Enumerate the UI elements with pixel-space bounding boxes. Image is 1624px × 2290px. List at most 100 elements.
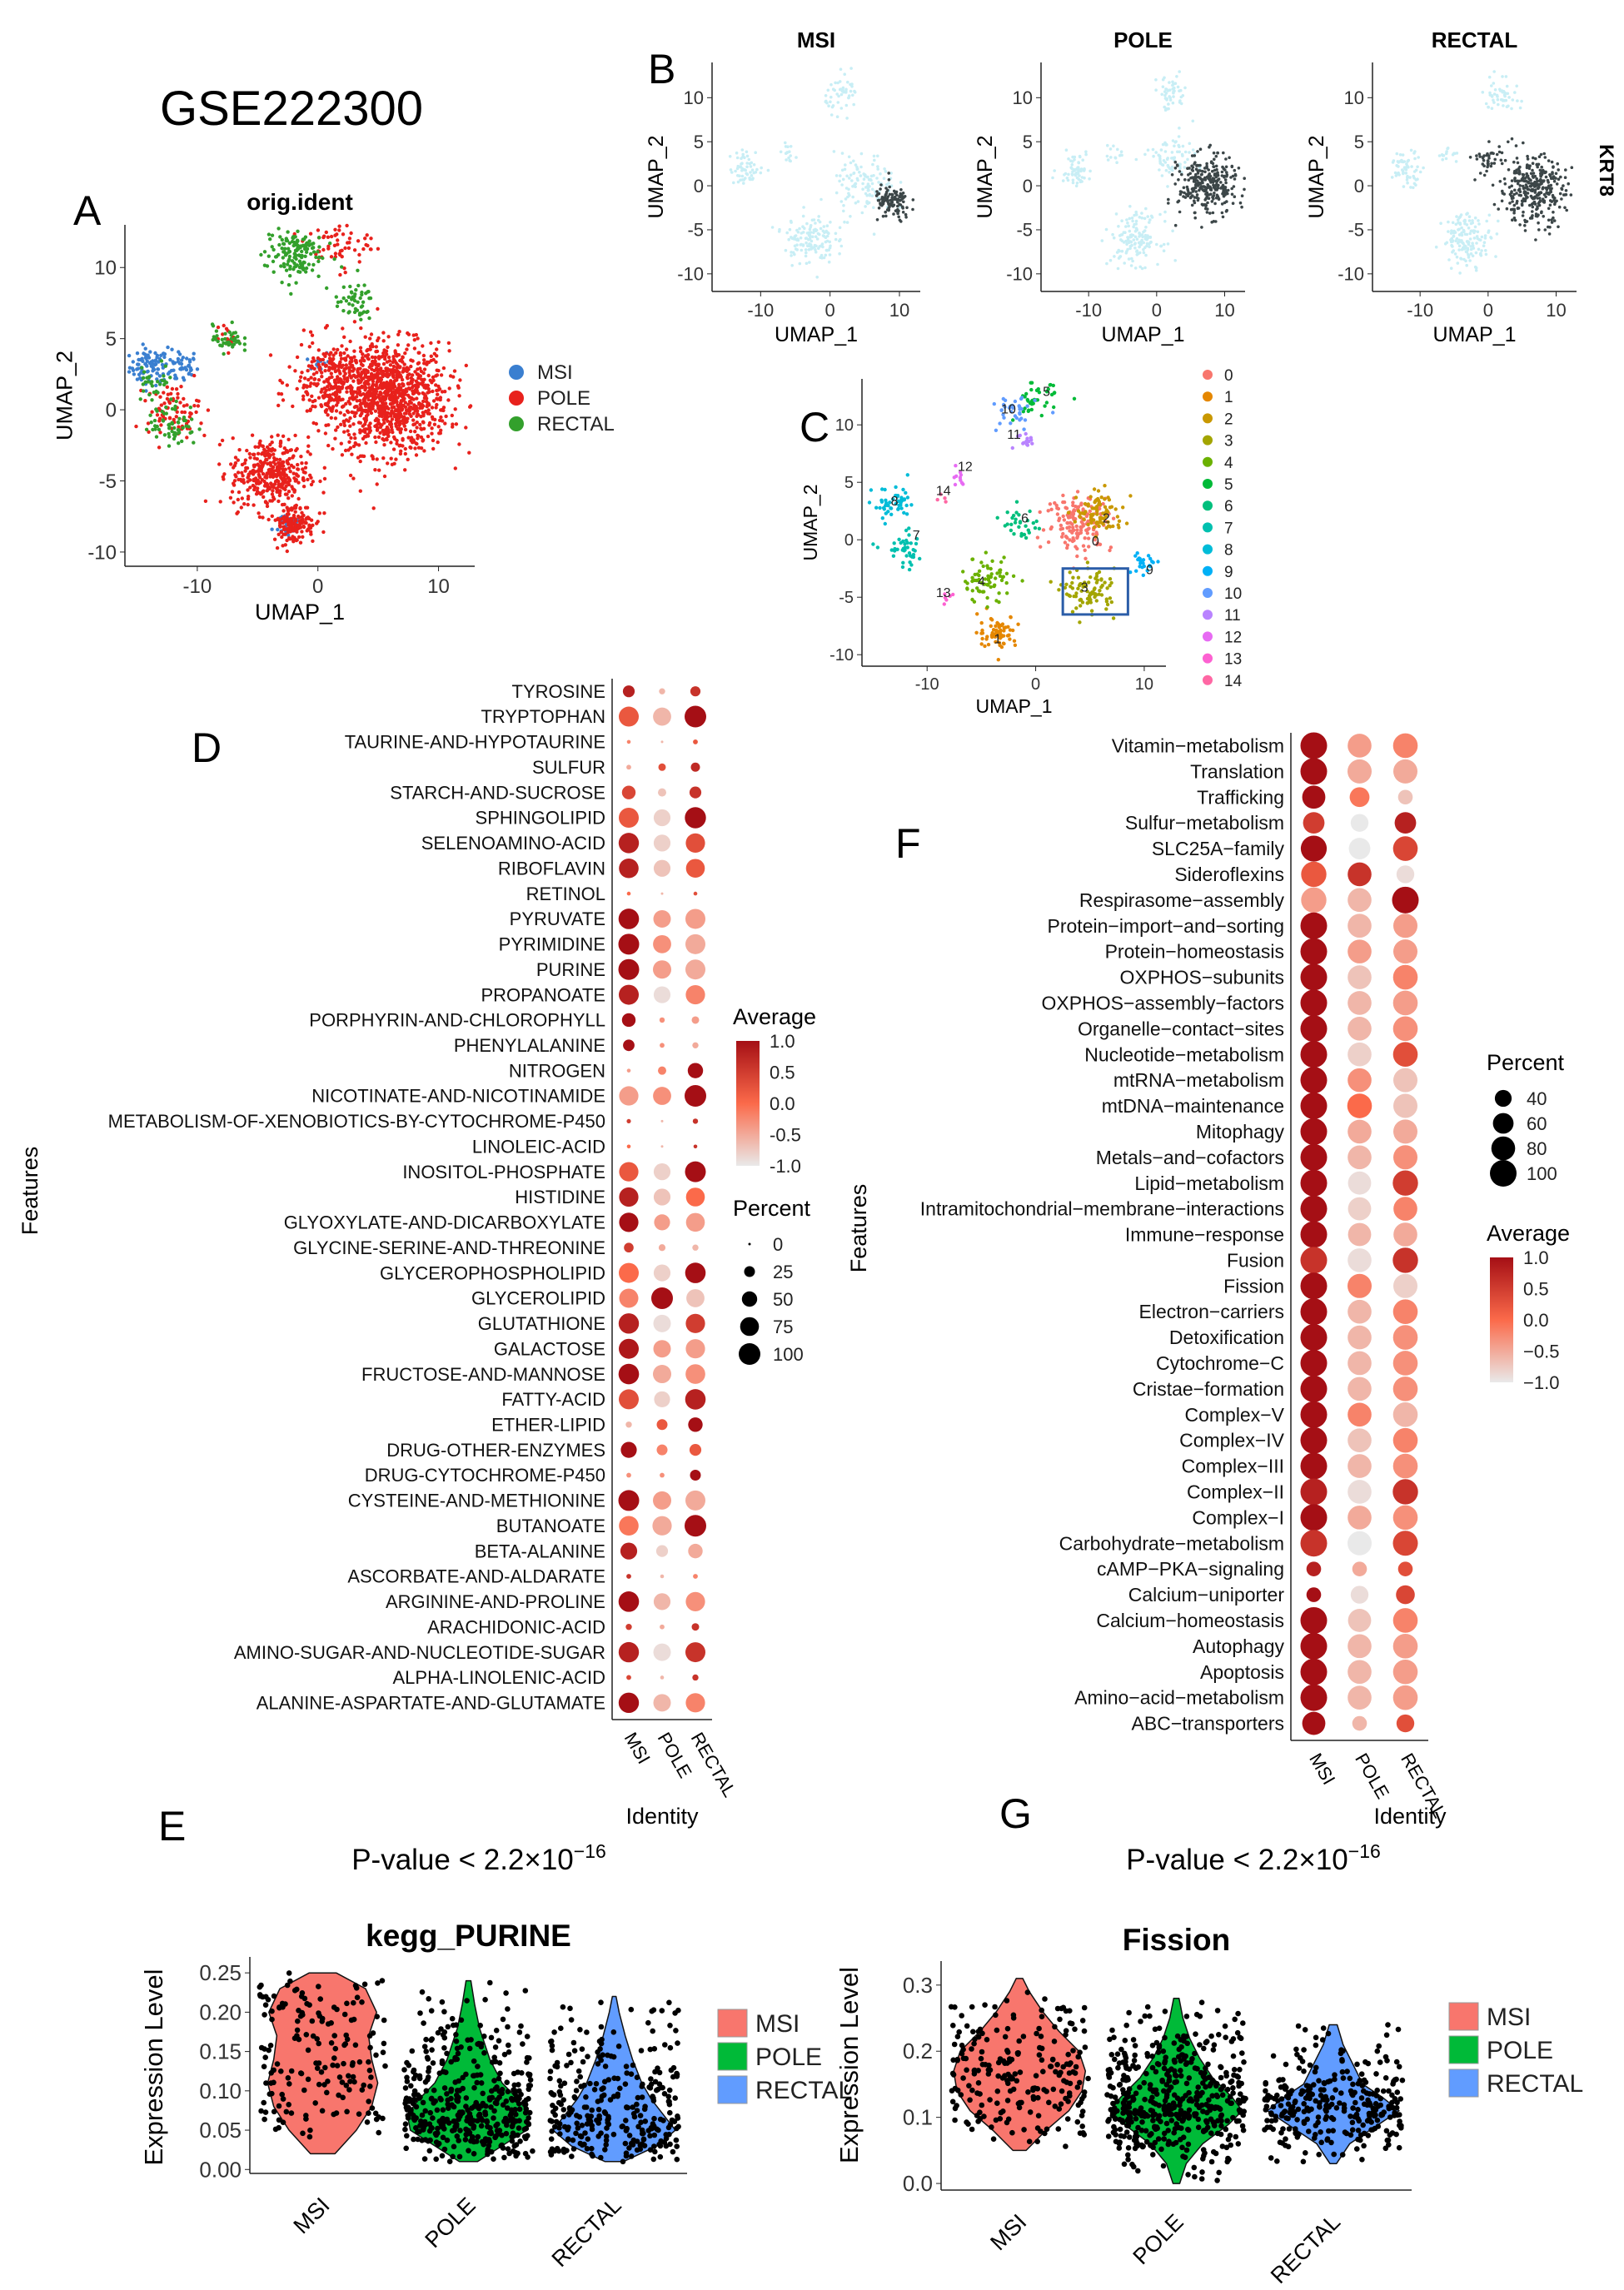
umap-point — [167, 444, 172, 448]
umap-point — [1501, 75, 1504, 78]
umap-point — [1172, 95, 1175, 98]
umap-point — [375, 367, 380, 371]
umap-point — [1523, 177, 1527, 180]
umap-point — [446, 341, 451, 346]
umap-point — [1408, 176, 1412, 179]
umap-point — [1226, 188, 1230, 192]
umap-point — [414, 332, 418, 337]
umap-point — [1557, 225, 1560, 229]
umap-point — [282, 451, 286, 456]
umap-point — [1118, 255, 1123, 258]
umap-point — [295, 241, 299, 245]
umap-point — [789, 154, 792, 157]
umap-point — [281, 250, 286, 254]
umap-point — [301, 328, 306, 332]
umap-point — [866, 189, 870, 192]
umap-point — [306, 369, 310, 373]
umap-point — [1548, 203, 1552, 207]
umap-point — [827, 231, 830, 236]
umap-point — [301, 478, 306, 483]
umap-point — [1112, 144, 1115, 148]
umap-point — [1135, 551, 1139, 555]
umap-point — [799, 236, 803, 240]
umap-point — [1497, 219, 1500, 223]
umap-point — [363, 404, 368, 408]
umap-point — [1454, 239, 1457, 243]
umap-point — [131, 360, 135, 364]
umap-point — [1495, 152, 1499, 157]
umap-point — [255, 457, 259, 461]
umap-point — [340, 248, 344, 252]
umap-point — [1500, 89, 1504, 92]
umap-point — [418, 366, 422, 371]
umap-point — [807, 233, 811, 237]
umap-point — [1240, 205, 1243, 209]
umap-point — [177, 352, 182, 356]
umap-point — [1159, 148, 1163, 152]
umap-point — [815, 276, 819, 279]
umap-point — [1173, 223, 1178, 227]
umap-point — [282, 473, 286, 478]
umap-point — [1515, 192, 1518, 195]
umap-point — [411, 406, 416, 411]
umap-point — [1097, 592, 1101, 596]
umap-point — [1178, 145, 1181, 148]
umap-point — [899, 181, 903, 184]
umap-point — [1402, 160, 1407, 163]
umap-point — [904, 503, 909, 508]
umap-point — [287, 466, 291, 470]
umap-point — [268, 353, 273, 357]
umap-point — [326, 377, 331, 381]
umap-point — [280, 381, 285, 385]
umap-point — [271, 460, 276, 465]
umap-point — [801, 214, 805, 218]
y-tick-label: -10 — [677, 264, 704, 285]
umap-point — [381, 361, 386, 366]
umap-point — [227, 340, 231, 344]
umap-point — [252, 465, 257, 469]
umap-point — [308, 452, 312, 456]
umap-point — [1502, 177, 1507, 181]
umap-point — [289, 516, 294, 520]
umap-point — [293, 433, 297, 438]
umap-point — [162, 433, 167, 437]
umap-point — [381, 374, 385, 379]
umap-point — [435, 373, 440, 377]
umap-point — [368, 408, 372, 413]
umap-point — [402, 362, 406, 366]
umap-point — [375, 457, 379, 461]
umap-point — [1160, 162, 1164, 167]
umap-point — [301, 470, 306, 475]
umap-point — [172, 432, 177, 437]
umap-point — [155, 413, 160, 417]
umap-point — [1178, 127, 1181, 130]
umap-point — [277, 493, 282, 498]
umap-point — [1445, 241, 1449, 245]
umap-point — [842, 209, 845, 213]
umap-point — [1467, 253, 1470, 256]
umap-point — [324, 388, 328, 392]
umap-point — [1175, 75, 1178, 78]
umap-point — [1074, 495, 1079, 500]
umap-point — [1565, 208, 1568, 212]
umap-point — [290, 239, 295, 244]
umap-point — [836, 81, 839, 85]
umap-point — [421, 412, 426, 416]
umap-point — [1098, 589, 1102, 593]
umap-point — [740, 148, 745, 152]
umap-point — [750, 168, 755, 172]
umap-point — [341, 232, 346, 236]
umap-point — [381, 339, 386, 343]
umap-point — [265, 504, 270, 509]
umap-point — [742, 182, 745, 185]
umap-point — [1447, 258, 1451, 261]
umap-point — [288, 530, 292, 534]
umap-point — [351, 379, 356, 383]
umap-point — [751, 177, 755, 180]
umap-point — [288, 537, 292, 541]
umap-point — [1412, 170, 1417, 173]
umap-point — [789, 219, 793, 223]
umap-point — [1458, 271, 1462, 275]
umap-point — [1135, 237, 1139, 241]
umap-point — [331, 405, 336, 409]
